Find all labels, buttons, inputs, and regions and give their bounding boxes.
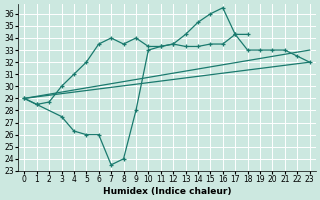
X-axis label: Humidex (Indice chaleur): Humidex (Indice chaleur) (103, 187, 231, 196)
